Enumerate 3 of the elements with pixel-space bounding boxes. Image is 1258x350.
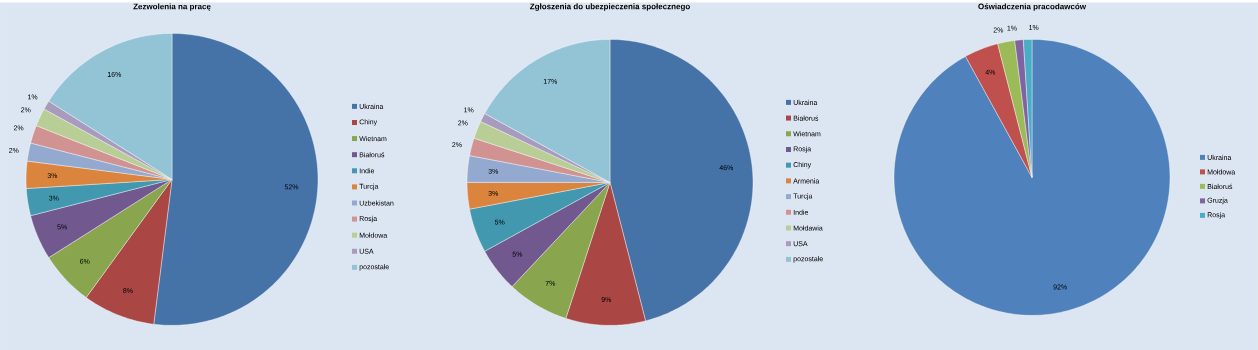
chart-title: Oświadczenia pracodawców	[978, 3, 1087, 11]
chart-title: Zezwolenia na pracę	[133, 3, 211, 11]
chart-title: Zgłoszenia do ubezpieczenia społecznego	[530, 3, 690, 11]
